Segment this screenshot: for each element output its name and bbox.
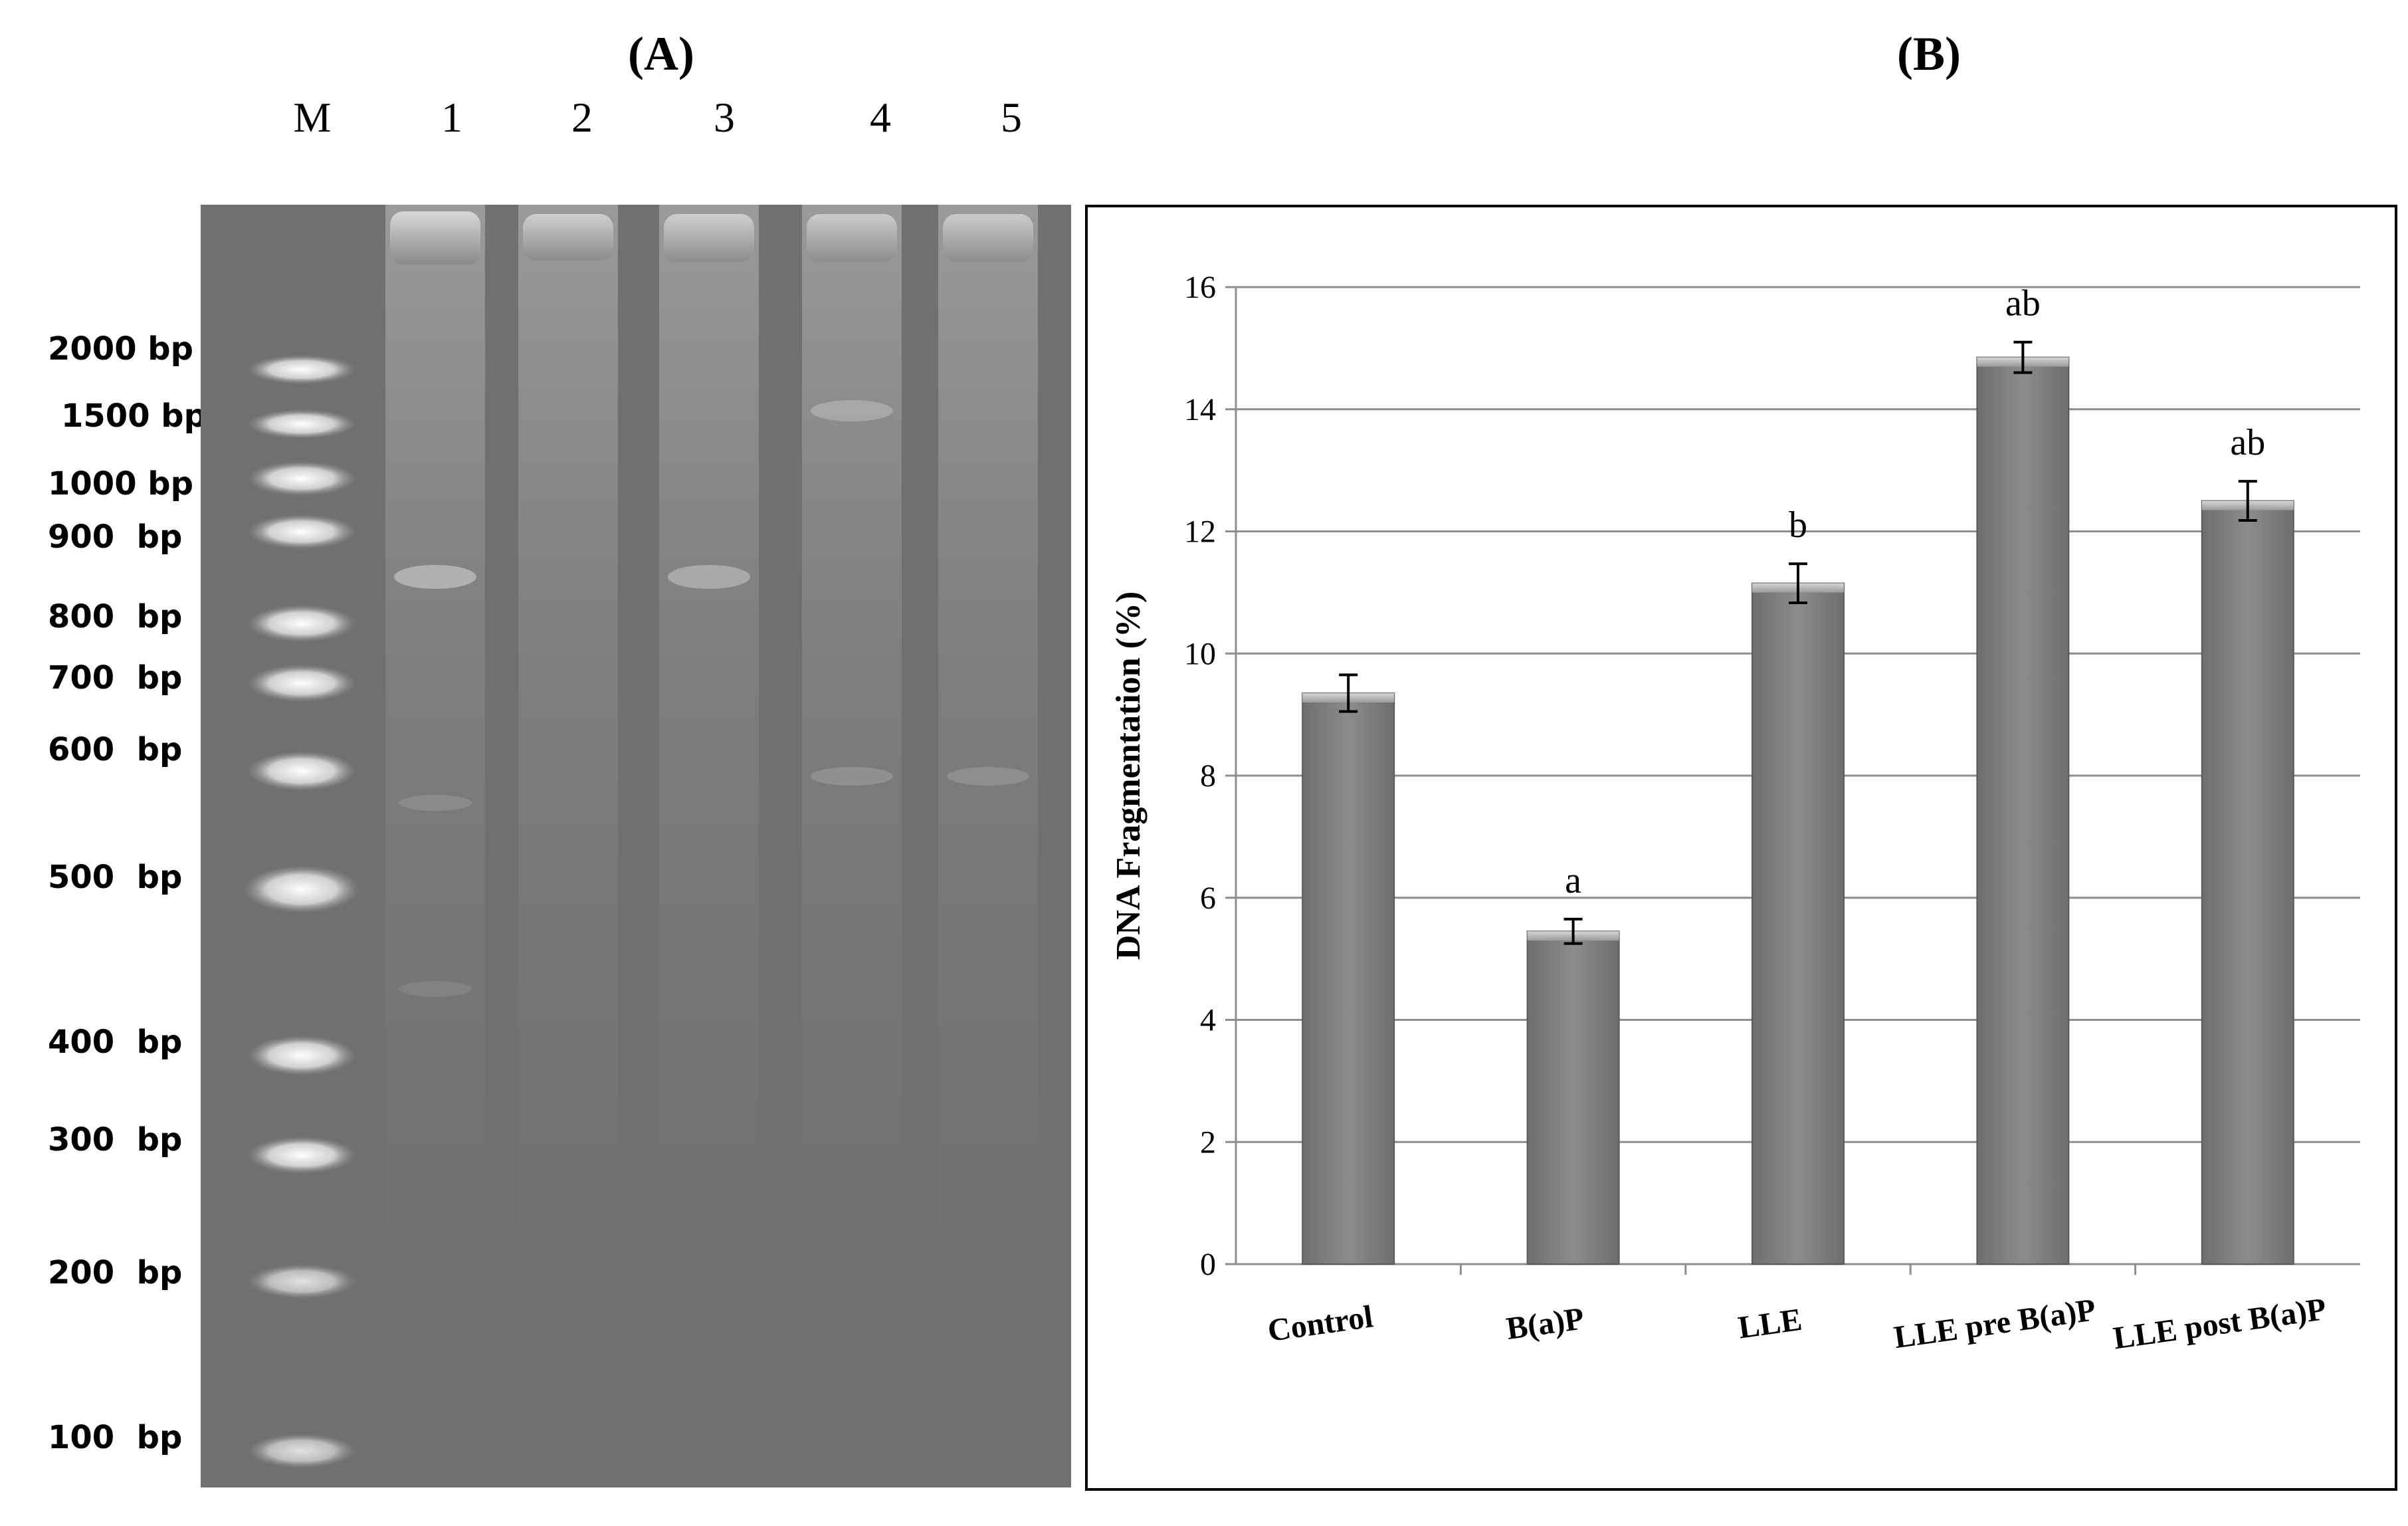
- lane-label-3: 3: [714, 94, 735, 141]
- ladder-bands: [243, 355, 360, 1468]
- y-tick-label: 16: [1184, 270, 1216, 305]
- y-tick-label: 12: [1184, 514, 1216, 550]
- ladder-label-1000: 1000 bp: [48, 465, 194, 502]
- y-tick-label: 2: [1200, 1125, 1216, 1160]
- y-tick-label: 8: [1200, 758, 1216, 794]
- y-tick-label: 14: [1184, 392, 1216, 427]
- bar: [1526, 930, 1620, 1265]
- y-tick-label: 4: [1200, 1003, 1216, 1038]
- ladder-label-600: 600 bp: [48, 731, 183, 768]
- y-tick-label: 6: [1200, 881, 1216, 916]
- bar: [2201, 500, 2294, 1265]
- y-tick-label: 0: [1200, 1247, 1216, 1282]
- data-annotation: a: [1565, 860, 1581, 901]
- ladder-label-100: 100 bp: [48, 1419, 183, 1456]
- gel-image: [201, 205, 1071, 1487]
- ladder-label-900: 900 bp: [48, 518, 183, 556]
- chart-frame: 0 2 4 6 8 10 12 14 16 DNA Fragmentation (%) Contro…: [1085, 205, 2397, 1491]
- x-category-label: LLE pre B(a)P: [1892, 1292, 2098, 1355]
- ladder-label-800: 800 bp: [48, 598, 183, 635]
- gel-lanes: [385, 205, 1038, 1487]
- x-category-label: LLE post B(a)P: [2111, 1291, 2328, 1356]
- ladder-label-400: 400 bp: [48, 1024, 183, 1061]
- bar-chart: 0 2 4 6 8 10 12 14 16 DNA Fragmentation (%) Contro…: [1110, 270, 2360, 1356]
- bar: [1752, 582, 1845, 1265]
- y-axis-label: DNA Fragmentation (%): [1110, 592, 1148, 960]
- ladder-label-200: 200 bp: [48, 1254, 183, 1291]
- ladder-label-2000: 2000 bp: [48, 330, 194, 368]
- lane-label-m: M: [293, 94, 332, 141]
- panel-a-title: (A): [628, 27, 694, 80]
- x-category-label: LLE: [1736, 1302, 1804, 1346]
- x-category-label: B(a)P: [1504, 1301, 1587, 1347]
- ladder-label-500: 500 bp: [48, 859, 183, 896]
- ladder-label-700: 700 bp: [48, 659, 183, 697]
- ladder-label-300: 300 bp: [48, 1121, 183, 1158]
- bar: [1976, 356, 2070, 1265]
- data-annotation: b: [1789, 504, 1807, 546]
- y-tick-label: 10: [1184, 636, 1216, 671]
- lane-label-5: 5: [1001, 94, 1022, 141]
- lane-label-4: 4: [870, 94, 891, 141]
- ladder-label-1500: 1500 bp: [61, 397, 207, 435]
- panel-b-title: (B): [1897, 27, 1961, 80]
- data-annotation: ab: [2230, 422, 2265, 463]
- lane-label-1: 1: [441, 94, 462, 141]
- data-annotation: ab: [2005, 283, 2041, 324]
- bar: [1302, 692, 1395, 1265]
- lane-label-2: 2: [571, 94, 593, 141]
- x-category-label: Control: [1266, 1299, 1375, 1349]
